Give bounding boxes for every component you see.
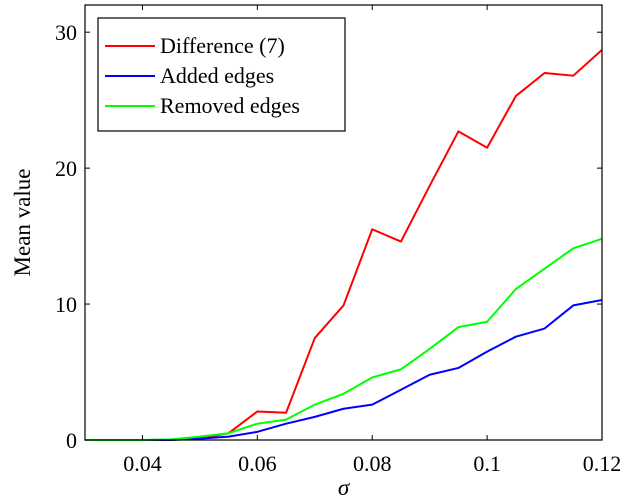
x-axis-title: σ [338,475,351,498]
y-tick-label: 20 [55,156,77,181]
y-tick-label: 10 [55,292,77,317]
y-axis-title: Mean value [10,169,35,277]
x-tick-label: 0.12 [583,451,622,476]
plot-frame [84,4,603,441]
series-line-removed-edges [85,237,603,441]
series-line-added-edges [85,298,603,441]
legend-label-removed-edges: Removed edges [160,93,300,118]
y-tick-label: 0 [66,428,77,453]
x-tick-label: 0.08 [353,451,392,476]
x-tick-label: 0.1 [473,451,501,476]
legend-label-added-edges: Added edges [160,63,274,88]
legend-box [97,17,346,132]
axis-ticks: 0.04 0.06 0.08 0.1 0.12 0 10 20 30 [55,5,621,476]
legend: Difference (7) Added edges Removed edges [97,17,346,132]
y-tick-label: 30 [55,20,77,45]
x-tick-label: 0.06 [238,451,277,476]
legend-label-difference: Difference (7) [160,33,285,58]
x-tick-label: 0.04 [123,451,162,476]
